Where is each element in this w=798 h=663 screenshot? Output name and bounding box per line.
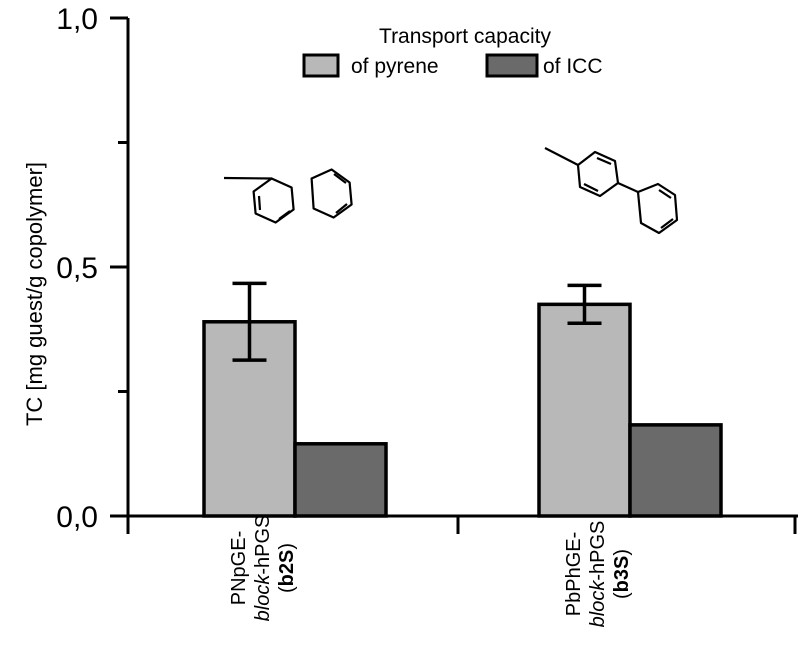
bar-pyrene [537,302,632,518]
category-line2: block-hPGS [252,515,274,622]
legend: Transport capacity of pyrene of ICC [302,25,603,78]
legend-label-pyrene: of pyrene [351,55,439,78]
legend-swatch-icc [485,53,539,78]
y-tick-label: 0,5 [56,252,98,285]
bars [202,302,723,518]
y-ticks: 0,0 0,5 1,0 [56,3,128,534]
bar-icc [628,423,723,518]
category-line1: PbPhGE- [563,532,585,616]
legend-label-icc: of ICC [543,55,603,78]
molecule-methylbiphenyl [544,147,679,235]
category-label-b3S: PbPhGE- block-hPGS (b3S) [563,521,633,628]
category-line3: (b3S) [611,549,633,599]
category-line1: PNpGE- [228,531,250,605]
category-line2: block-hPGS [587,521,609,628]
error-bars [232,281,602,362]
legend-swatch-pyrene [302,53,340,78]
y-axis-title: TC [mg guest/g copolymer] [22,162,47,426]
bar-icc [293,442,388,518]
molecule-methylnaphthalene [223,168,353,224]
y-tick-label: 0,0 [56,501,98,534]
legend-title: Transport capacity [379,25,551,48]
category-label-b2S: PNpGE- block-hPGS (b2S) [228,515,298,622]
y-tick-label: 1,0 [56,3,98,36]
category-line3: (b2S) [276,543,298,593]
